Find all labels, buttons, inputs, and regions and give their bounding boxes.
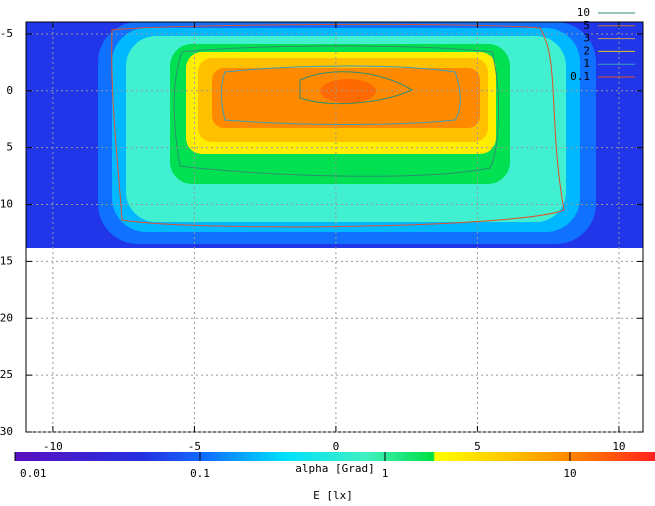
contour-line	[220, 65, 461, 125]
y-tick-label: 25	[0, 368, 13, 381]
colorbar	[15, 452, 655, 461]
x-tick-label: 10	[612, 440, 625, 453]
colorbar-tick-label: 1	[382, 467, 389, 480]
y-tick-label: 0	[6, 84, 13, 97]
y-tick-label: 5	[6, 141, 13, 154]
y-tick-label: 15	[0, 254, 13, 267]
contour-line	[299, 71, 414, 105]
legend-label: 1	[583, 57, 590, 70]
x-tick-label: -10	[43, 440, 63, 453]
contour-line	[173, 45, 500, 177]
plot-frame	[25, 21, 644, 433]
legend-label: 0.1	[570, 70, 590, 83]
y-tick-label: 20	[0, 311, 13, 324]
x-tick-label: -5	[188, 440, 201, 453]
y-tick-label: 30	[0, 425, 13, 438]
y-tick-label: -5	[0, 27, 13, 40]
contours	[111, 23, 565, 228]
legend-label: 3	[583, 32, 590, 45]
colorbar-tick-label: 0.01	[20, 467, 47, 480]
x-tick-label: 0	[333, 440, 340, 453]
x-axis-label: alpha [Grad]	[295, 462, 374, 475]
legend-label: 5	[583, 19, 590, 32]
colorbar-tick-label: 0.1	[190, 467, 210, 480]
legend-label: 10	[577, 6, 590, 19]
y-tick-label: 10	[0, 198, 13, 211]
contour-line	[111, 23, 565, 228]
heatmap	[26, 22, 643, 248]
x-tick-label: 5	[474, 440, 481, 453]
legend-label: 2	[583, 44, 590, 57]
colorbar-label: E [lx]	[313, 489, 353, 502]
colorbar-tick-label: 10	[563, 467, 576, 480]
